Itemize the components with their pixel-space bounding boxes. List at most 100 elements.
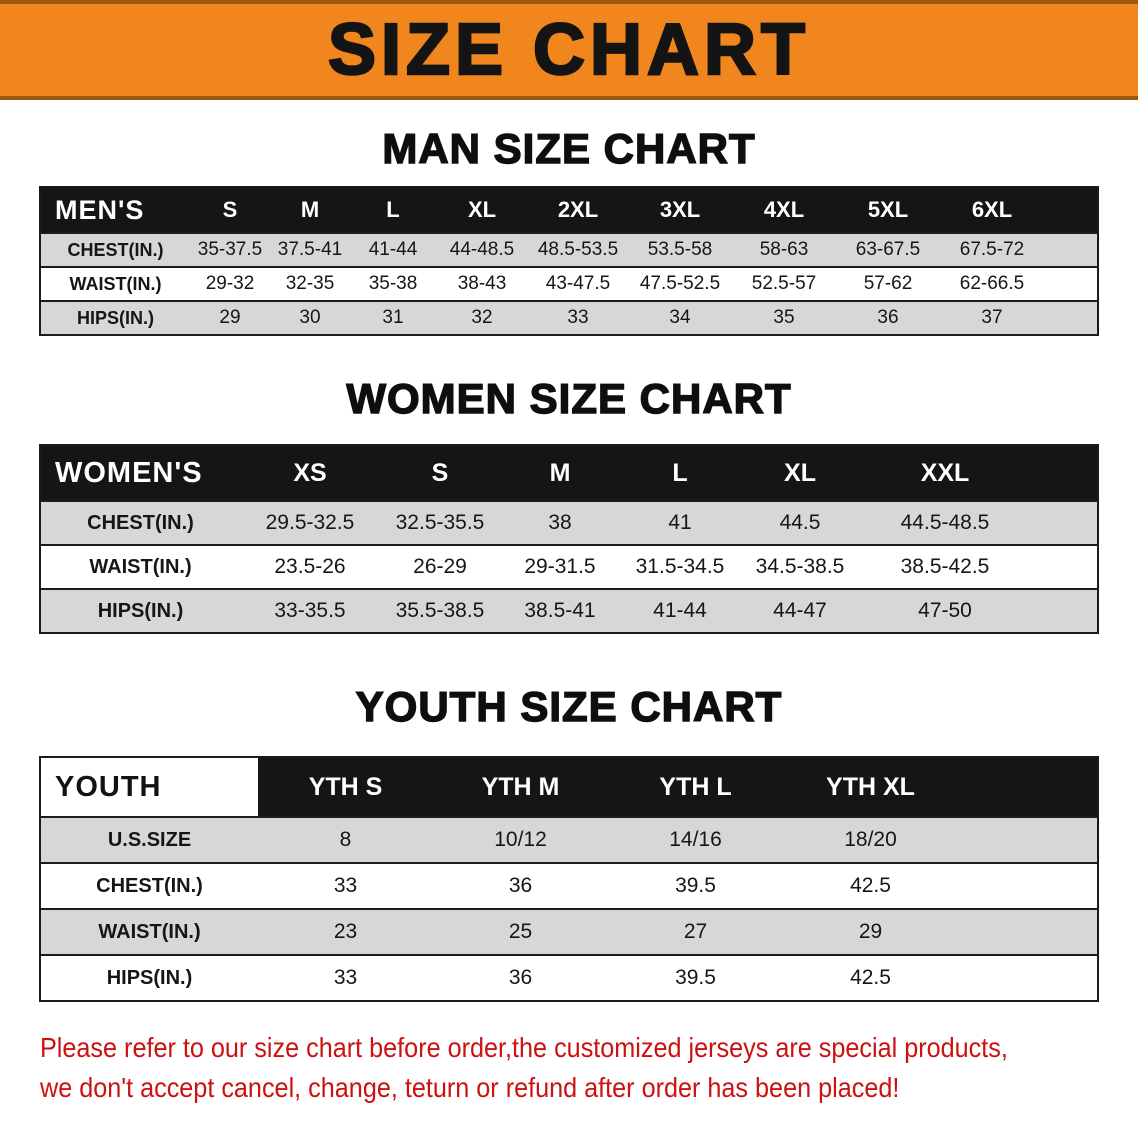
size-column-header: YTH XL xyxy=(826,772,915,801)
men-size-chart-section: MAN SIZE CHART MEN'S S M L XL 2XL 3XL 4XL 5XL 6XL C… xyxy=(0,125,1138,336)
size-value-cell: 29 xyxy=(219,307,241,328)
size-value-cell: 33 xyxy=(333,966,358,989)
size-value-cell: 31 xyxy=(382,307,404,328)
size-value-cell: 34 xyxy=(669,307,691,328)
men-size-table: MEN'S S M L XL 2XL 3XL 4XL 5XL 6XL CHEST(IN.) 35-37… xyxy=(39,186,1099,336)
page-title: SIZE CHART xyxy=(327,10,810,90)
size-value-cell: 35.5-38.5 xyxy=(395,599,485,622)
size-value-cell: 62-66.5 xyxy=(959,273,1025,294)
size-value-cell: 35-38 xyxy=(368,273,418,294)
size-value-cell: 33 xyxy=(333,874,358,897)
size-value-cell: 58-63 xyxy=(759,239,809,260)
size-column-header: L xyxy=(672,458,688,487)
men-corner-label: MEN'S xyxy=(55,194,145,225)
spacer-cell xyxy=(958,909,1098,955)
table-row: WAIST(IN.) 29-32 32-35 35-38 38-43 43-47.5 47.… xyxy=(40,267,1098,301)
table-row: HIPS(IN.) 29 30 31 32 33 34 35 36 37 xyxy=(40,301,1098,335)
size-value-cell: 39.5 xyxy=(675,874,716,897)
size-column-header: XL xyxy=(784,458,816,487)
size-value-cell: 44.5 xyxy=(779,511,821,534)
men-chart-heading: MAN SIZE CHART xyxy=(382,125,756,172)
size-value-cell: 29.5-32.5 xyxy=(265,511,355,534)
size-column-header: 2XL xyxy=(557,197,599,222)
table-row: CHEST(IN.) 29.5-32.5 32.5-35.5 38 41 44.5 44.5… xyxy=(40,501,1098,545)
size-value-cell: 30 xyxy=(299,307,321,328)
size-value-cell: 14/16 xyxy=(669,828,722,851)
size-value-cell: 39.5 xyxy=(675,966,716,989)
size-value-cell: 34.5-38.5 xyxy=(755,555,845,578)
size-value-cell: 32 xyxy=(471,307,493,328)
row-label: CHEST(IN.) xyxy=(87,511,194,534)
size-value-cell: 38-43 xyxy=(457,273,507,294)
size-value-cell: 37.5-41 xyxy=(277,239,343,260)
size-value-cell: 43-47.5 xyxy=(545,273,611,294)
size-value-cell: 67.5-72 xyxy=(959,239,1025,260)
size-value-cell: 63-67.5 xyxy=(855,239,921,260)
size-column-header: S xyxy=(222,197,238,222)
size-value-cell: 36 xyxy=(508,966,533,989)
size-column-header: 5XL xyxy=(867,197,909,222)
row-label: WAIST(IN.) xyxy=(69,273,162,294)
row-label: HIPS(IN.) xyxy=(106,966,193,989)
spacer-cell xyxy=(1044,301,1098,335)
size-value-cell: 29-32 xyxy=(205,273,255,294)
size-value-cell: 23.5-26 xyxy=(274,555,346,578)
size-value-cell: 36 xyxy=(508,874,533,897)
size-value-cell: 38.5-42.5 xyxy=(900,555,990,578)
spacer-cell xyxy=(958,955,1098,1001)
size-value-cell: 47-50 xyxy=(918,599,972,622)
size-value-cell: 27 xyxy=(683,920,708,943)
size-value-cell: 35 xyxy=(773,307,795,328)
table-row: CHEST(IN.) 33 36 39.5 42.5 xyxy=(40,863,1098,909)
size-value-cell: 48.5-53.5 xyxy=(537,239,619,260)
size-value-cell: 41 xyxy=(668,511,692,534)
note-line-2: we don't accept cancel, change, teturn o… xyxy=(40,1072,900,1103)
size-value-cell: 41-44 xyxy=(653,599,707,622)
table-row: U.S.SIZE 8 10/12 14/16 18/20 xyxy=(40,817,1098,863)
row-label: CHEST(IN.) xyxy=(67,239,164,260)
size-column-header: YTH S xyxy=(308,772,383,801)
table-row: CHEST(IN.) 35-37.5 37.5-41 41-44 44-48.5 48.5… xyxy=(40,233,1098,267)
size-value-cell: 8 xyxy=(339,828,352,851)
size-column-header: L xyxy=(386,197,400,222)
youth-size-chart-section: YOUTH SIZE CHART YOUTH YTH S YTH M YTH L YTH … xyxy=(0,683,1138,1002)
size-value-cell: 32.5-35.5 xyxy=(395,511,485,534)
size-value-cell: 44-47 xyxy=(773,599,827,622)
row-label: WAIST(IN.) xyxy=(98,920,201,943)
youth-corner-label: YOUTH xyxy=(40,757,258,817)
size-value-cell: 23 xyxy=(333,920,358,943)
size-column-header: M xyxy=(300,197,320,222)
spacer-cell xyxy=(1030,589,1098,633)
header-row: YOUTH YTH S YTH M YTH L YTH XL xyxy=(40,757,1098,817)
size-value-cell: 35-37.5 xyxy=(197,239,263,260)
spacer-cell xyxy=(1044,187,1098,233)
size-value-cell: 31.5-34.5 xyxy=(635,555,725,578)
size-value-cell: 52.5-57 xyxy=(751,273,817,294)
size-value-cell: 44.5-48.5 xyxy=(900,511,990,534)
size-value-cell: 38 xyxy=(548,511,572,534)
size-value-cell: 41-44 xyxy=(368,239,418,260)
size-value-cell: 53.5-58 xyxy=(647,239,713,260)
note-line-1: Please refer to our size chart before or… xyxy=(40,1032,1008,1063)
youth-chart-heading: YOUTH SIZE CHART xyxy=(355,683,783,730)
disclaimer: Please refer to our size chart before or… xyxy=(40,1028,1138,1108)
table-row: WAIST(IN.) 23 25 27 29 xyxy=(40,909,1098,955)
women-size-table: WOMEN'S XS S M L XL XXL CHEST(IN.) 29.5-32.5 32.5… xyxy=(39,444,1099,634)
size-column-header: YTH L xyxy=(659,772,732,801)
size-value-cell: 18/20 xyxy=(844,828,897,851)
header-row: MEN'S S M L XL 2XL 3XL 4XL 5XL 6XL xyxy=(40,187,1098,233)
size-value-cell: 42.5 xyxy=(850,874,891,897)
size-chart-sections: MAN SIZE CHART MEN'S S M L XL 2XL 3XL 4XL 5XL 6XL C… xyxy=(0,125,1138,1002)
size-value-cell: 29-31.5 xyxy=(524,555,596,578)
table-row: WAIST(IN.) 23.5-26 26-29 29-31.5 31.5-34.5 34… xyxy=(40,545,1098,589)
spacer-cell xyxy=(1030,501,1098,545)
banner: SIZE CHART xyxy=(0,0,1138,100)
size-value-cell: 57-62 xyxy=(863,273,913,294)
women-size-chart-section: WOMEN SIZE CHART WOMEN'S XS S M L XL XXL CHEST(I… xyxy=(0,375,1138,634)
size-column-header: XXL xyxy=(920,458,970,487)
size-value-cell: 10/12 xyxy=(494,828,547,851)
size-value-cell: 44-48.5 xyxy=(449,239,515,260)
women-corner-label: WOMEN'S xyxy=(55,456,203,489)
row-label: U.S.SIZE xyxy=(107,828,192,851)
spacer-cell xyxy=(958,863,1098,909)
